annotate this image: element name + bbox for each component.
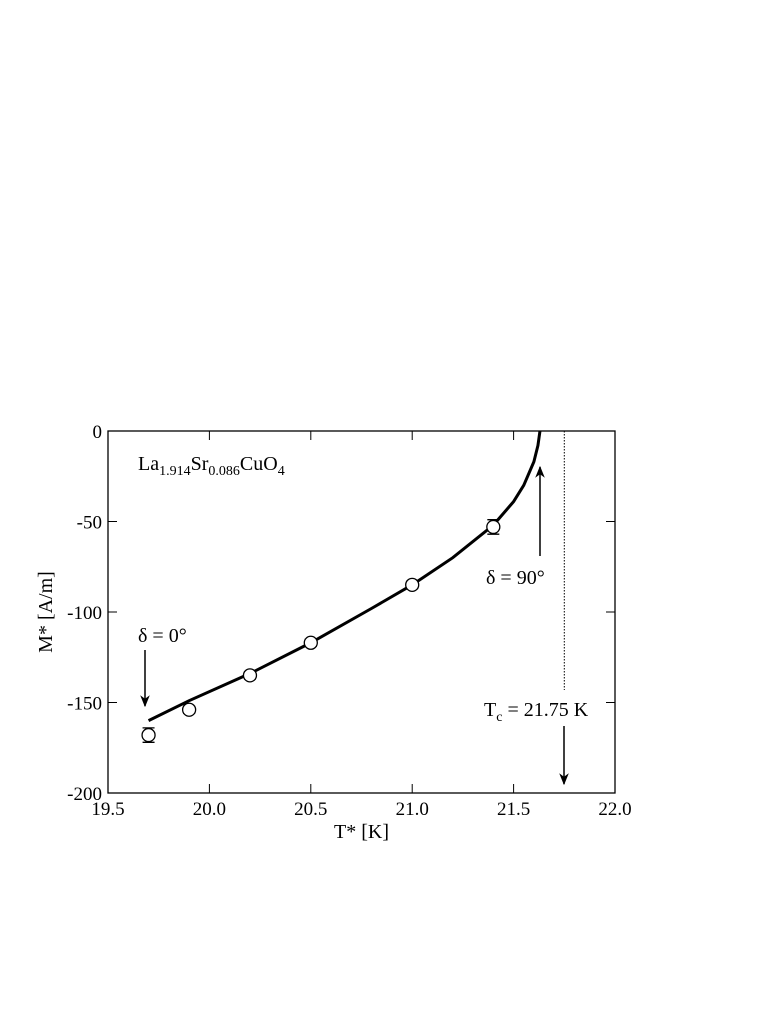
- x-tick-label: 19.5: [91, 799, 124, 820]
- y-tick-label: -150: [67, 694, 102, 715]
- y-tick-label: -200: [67, 784, 102, 805]
- y-axis-label: M* [A/m]: [35, 571, 57, 653]
- plot-frame: [107, 430, 616, 794]
- x-axis-label: T* [K]: [334, 821, 389, 843]
- delta90-label: δ = 90°: [486, 567, 545, 589]
- x-tick-label: 22.0: [598, 799, 631, 820]
- text-part: T: [484, 699, 496, 721]
- x-tick-label: 21.5: [497, 799, 530, 820]
- delta0-label: δ = 0°: [138, 625, 187, 647]
- x-tick-label: 21.0: [396, 799, 429, 820]
- text-part: CuO: [240, 453, 278, 475]
- data-point: [303, 635, 318, 650]
- data-point: [242, 668, 258, 683]
- y-tick-label: -100: [67, 603, 102, 624]
- text-part: 4: [278, 464, 285, 479]
- data-point: [486, 519, 501, 535]
- data-point: [181, 702, 197, 717]
- x-tick-label: 20.5: [294, 799, 327, 820]
- text-part: La: [138, 453, 159, 475]
- y-tick-label: -50: [77, 513, 102, 534]
- x-tick-label: 20.0: [193, 799, 226, 820]
- text-part: Sr: [191, 453, 209, 475]
- text-part: c: [496, 710, 502, 725]
- y-tick-label: 0: [93, 422, 103, 443]
- formula-label: La1.914Sr0.086CuO4: [138, 453, 285, 479]
- text-part: 0.086: [208, 464, 240, 479]
- annotations: La1.914Sr0.086CuO4 δ = 0° δ = 90° Tc = 2…: [138, 453, 589, 786]
- text-part: = 21.75 K: [502, 699, 588, 721]
- text-part: 1.914: [159, 464, 191, 479]
- data-point: [405, 577, 420, 592]
- data-point: [141, 727, 156, 743]
- tc-label: Tc = 21.75 K: [484, 699, 589, 725]
